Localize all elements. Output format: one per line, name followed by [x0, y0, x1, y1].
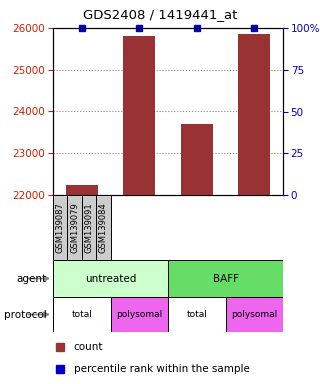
Bar: [238, 34, 270, 195]
Bar: [68, 195, 82, 260]
Bar: [168, 297, 226, 332]
Bar: [181, 124, 212, 195]
Text: protocol: protocol: [4, 310, 47, 319]
Bar: [124, 36, 155, 195]
Text: total: total: [186, 310, 207, 319]
Bar: [53, 260, 168, 297]
Text: GSM139084: GSM139084: [99, 202, 108, 253]
Bar: [53, 297, 110, 332]
Bar: [82, 195, 96, 260]
Text: total: total: [71, 310, 92, 319]
Text: polysomal: polysomal: [116, 310, 162, 319]
Text: untreated: untreated: [85, 273, 136, 283]
Bar: [226, 297, 283, 332]
Bar: [66, 185, 98, 195]
Text: GDS2408 / 1419441_at: GDS2408 / 1419441_at: [83, 8, 237, 21]
Text: GSM139087: GSM139087: [56, 202, 65, 253]
Text: count: count: [74, 341, 103, 352]
Text: polysomal: polysomal: [231, 310, 277, 319]
Bar: [96, 195, 110, 260]
Bar: [168, 260, 283, 297]
Text: percentile rank within the sample: percentile rank within the sample: [74, 364, 250, 374]
Bar: [110, 297, 168, 332]
Text: GSM139079: GSM139079: [70, 202, 79, 253]
Text: GSM139091: GSM139091: [84, 202, 93, 253]
Bar: [53, 195, 68, 260]
Text: agent: agent: [16, 273, 47, 283]
Text: BAFF: BAFF: [212, 273, 238, 283]
